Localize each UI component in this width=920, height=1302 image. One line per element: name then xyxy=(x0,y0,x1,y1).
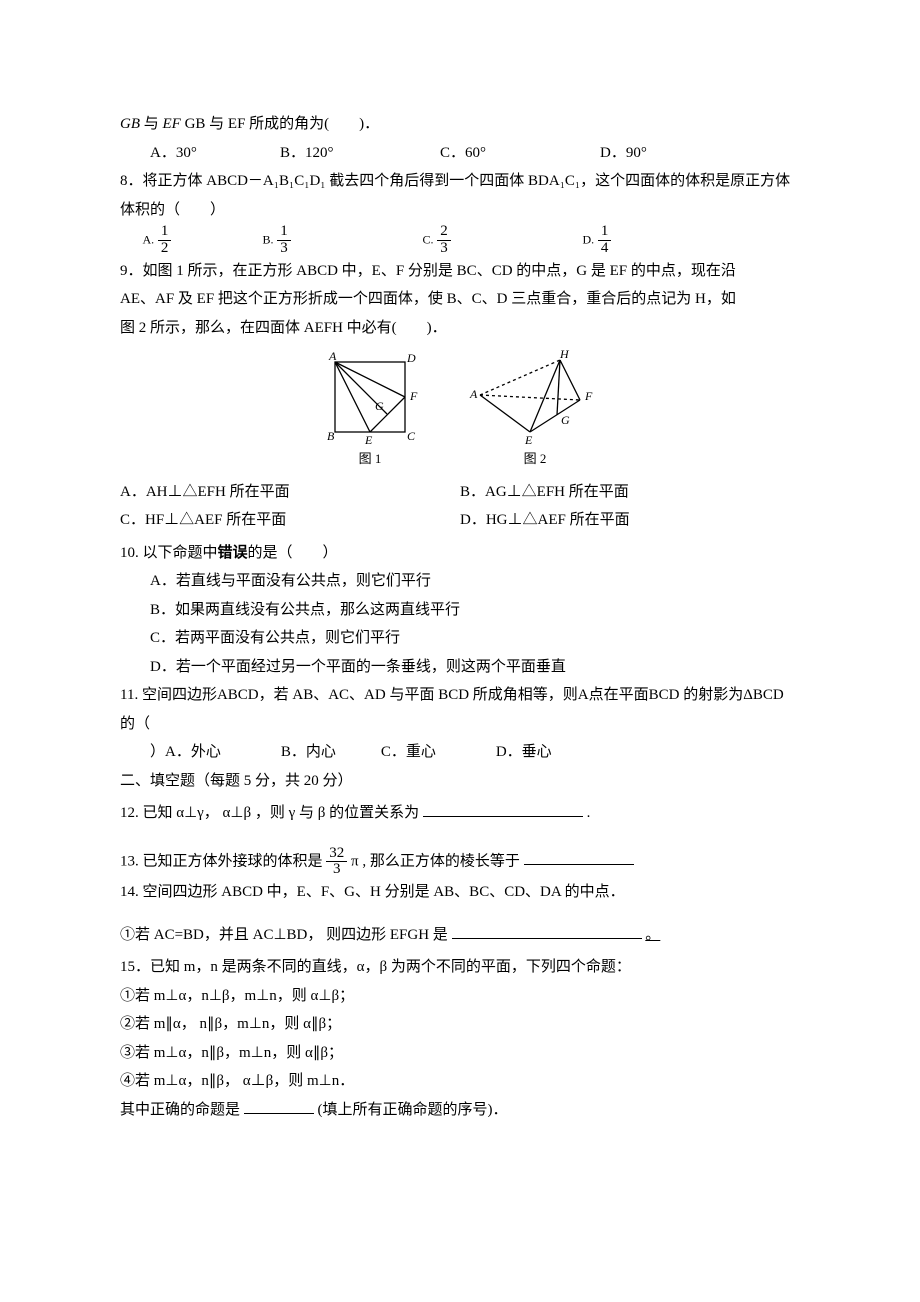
fig1-A: A xyxy=(328,350,337,363)
q9-fig1-label: 图 1 xyxy=(359,447,382,472)
q10-stem-b: 错误 xyxy=(218,545,248,561)
q13-num: 32 xyxy=(326,846,347,863)
q14-tail: 。 xyxy=(645,927,660,943)
q8-opt-b: B. 13 xyxy=(263,224,423,257)
q8-opt-a: A. 12 xyxy=(143,224,263,257)
q10-opt-d: D．若一个平面经过另一个平面的一条垂线，则这两个平面垂直 xyxy=(120,653,800,682)
q8-c-label: C. xyxy=(423,233,434,247)
q13-frac: 323 xyxy=(326,846,347,879)
q12: 12. 已知 α⊥γ， α⊥β ，则 γ 与 β 的位置关系为 . xyxy=(120,799,800,828)
q10-stem-a: 10. 以下命题中 xyxy=(120,545,218,561)
q12-text: 12. 已知 α⊥γ， α⊥β ，则 γ 与 β 的位置关系为 xyxy=(120,805,419,821)
q14-line2: ①若 AC=BD，并且 AC⊥BD， 则四边形 EFGH 是 。 xyxy=(120,921,800,950)
frac-a: 12 xyxy=(158,224,172,257)
fig2-E: E xyxy=(524,433,533,445)
q8-options: A. 12 B. 13 C. 23 D. 14 xyxy=(120,224,800,257)
fig1-E: E xyxy=(364,433,373,445)
q13-blank[interactable] xyxy=(524,849,634,865)
q10-opt-a: A．若直线与平面没有公共点，则它们平行 xyxy=(120,567,800,596)
q9-stem-3: 图 2 所示，那么，在四面体 AEFH 中必有( )． xyxy=(120,314,800,343)
q9-fig2-label: 图 2 xyxy=(524,447,547,472)
q9-opt-a: A．AH⊥△EFH 所在平面 xyxy=(120,478,460,507)
q7-opt-d: D．90° xyxy=(600,139,647,168)
q7-opt-b: B．120° xyxy=(280,139,440,168)
fig2-A: A xyxy=(469,387,478,401)
q15-p4: ④若 m⊥α，n∥β， α⊥β，则 m⊥n． xyxy=(120,1067,800,1096)
q13: 13. 已知正方体外接球的体积是 323 π , 那么正方体的棱长等于 xyxy=(120,846,800,879)
q15-p1: ①若 m⊥α，n⊥β，m⊥n，则 α⊥β； xyxy=(120,982,800,1011)
q7-opt-c: C．60° xyxy=(440,139,600,168)
q11-stem: 11. 空间四边形ABCD，若 AB、AC、AD 与平面 BCD 所成角相等，则… xyxy=(120,681,800,738)
q9-stem-2: AE、AF 及 EF 把这个正方形折成一个四面体，使 B、C、D 三点重合，重合… xyxy=(120,285,800,314)
q15-stem: 15．已知 m，n 是两条不同的直线，α，β 为两个不同的平面，下列四个命题： xyxy=(120,953,800,982)
q8-b-label: B. xyxy=(263,233,274,247)
frac-d: 14 xyxy=(598,224,612,257)
q7-stem-text: GB 与 EF 所成的角为( )． xyxy=(185,116,380,132)
q9-fig1: A D B C E F G 图 1 xyxy=(315,350,425,472)
q13-a: 13. 已知正方体外接球的体积是 xyxy=(120,853,323,869)
frac-d-num: 1 xyxy=(598,224,612,241)
frac-a-den: 2 xyxy=(158,241,172,257)
frac-b-num: 1 xyxy=(277,224,291,241)
frac-b-den: 3 xyxy=(277,241,291,257)
fig1-G: G xyxy=(375,399,384,413)
q13-den: 3 xyxy=(326,862,347,878)
q9-fig2: A H E F G 图 2 xyxy=(465,350,605,472)
q9-opt-d: D．HG⊥△AEF 所在平面 xyxy=(460,506,630,535)
fig1-D: D xyxy=(406,351,416,365)
frac-c-den: 3 xyxy=(437,241,451,257)
q7-opt-a: A．30° xyxy=(150,139,280,168)
frac-b: 13 xyxy=(277,224,291,257)
q9-options-row1: A．AH⊥△EFH 所在平面 B．AG⊥△EFH 所在平面 xyxy=(120,478,800,507)
frac-c: 23 xyxy=(437,224,451,257)
q14-line2a: ①若 AC=BD，并且 AC⊥BD， 则四边形 EFGH 是 xyxy=(120,927,448,943)
q9-opt-b: B．AG⊥△EFH 所在平面 xyxy=(460,478,629,507)
q15-p3: ③若 m⊥α，n∥β，m⊥n，则 α∥β； xyxy=(120,1039,800,1068)
q15-ans-b: (填上所有正确命题的序号)． xyxy=(318,1102,508,1118)
q14-line1: 14. 空间四边形 ABCD 中，E、F、G、H 分别是 AB、BC、CD、DA… xyxy=(120,878,800,907)
q11-opts: ）A．外心 B．内心 C．重心 D．垂心 xyxy=(120,738,800,767)
q9-fig1-svg: A D B C E F G xyxy=(315,350,425,445)
q15-ans: 其中正确的命题是 (填上所有正确命题的序号)． xyxy=(120,1096,800,1125)
q9-figures: A D B C E F G 图 1 A H E F G 图 2 xyxy=(120,350,800,472)
fig1-B: B xyxy=(327,429,335,443)
q8-opt-d: D. 14 xyxy=(583,224,612,257)
q15-blank[interactable] xyxy=(244,1098,314,1114)
frac-c-num: 2 xyxy=(437,224,451,241)
section2-title: 二、填空题（每题 5 分，共 20 分） xyxy=(120,767,800,796)
frac-a-num: 1 xyxy=(158,224,172,241)
fig1-C: C xyxy=(407,429,416,443)
fig2-G: G xyxy=(561,413,570,427)
q10-opt-c: C．若两平面没有公共点，则它们平行 xyxy=(120,624,800,653)
q10-stem: 10. 以下命题中错误的是（ ） xyxy=(120,539,800,568)
q9-stem-1: 9．如图 1 所示，在正方形 ABCD 中，E、F 分别是 BC、CD 的中点，… xyxy=(120,257,800,286)
q15-p2: ②若 m∥α， n∥β，m⊥n，则 α∥β； xyxy=(120,1010,800,1039)
q8-opt-c: C. 23 xyxy=(423,224,583,257)
q9-fig2-svg: A H E F G xyxy=(465,350,605,445)
q14-blank[interactable] xyxy=(452,923,642,939)
q8-d-label: D. xyxy=(583,233,595,247)
q10-opt-b: B．如果两直线没有公共点，那么这两直线平行 xyxy=(120,596,800,625)
frac-d-den: 4 xyxy=(598,241,612,257)
q7-stem: GB 与 EF GB 与 EF 所成的角为( )． xyxy=(120,110,800,139)
q13-b: π , 那么正方体的棱长等于 xyxy=(351,853,520,869)
q12-blank[interactable] xyxy=(423,801,583,817)
fig2-H: H xyxy=(559,350,570,361)
q12-tail: . xyxy=(587,805,591,821)
q10-stem-c: 的是（ ） xyxy=(248,545,338,561)
q7-options: A．30° B．120° C．60° D．90° xyxy=(120,139,800,168)
q9-options-row2: C．HF⊥△AEF 所在平面 D．HG⊥△AEF 所在平面 xyxy=(120,506,800,535)
fig1-F: F xyxy=(409,389,418,403)
q8-a-label: A. xyxy=(143,233,155,247)
q9-opt-c: C．HF⊥△AEF 所在平面 xyxy=(120,506,460,535)
q15-ans-a: 其中正确的命题是 xyxy=(120,1102,240,1118)
q8-stem: 8．将正方体 ABCD－A₁B₁C₁D₁ 截去四个角后得到一个四面体 BDA₁C… xyxy=(120,167,800,224)
fig2-F: F xyxy=(584,389,593,403)
